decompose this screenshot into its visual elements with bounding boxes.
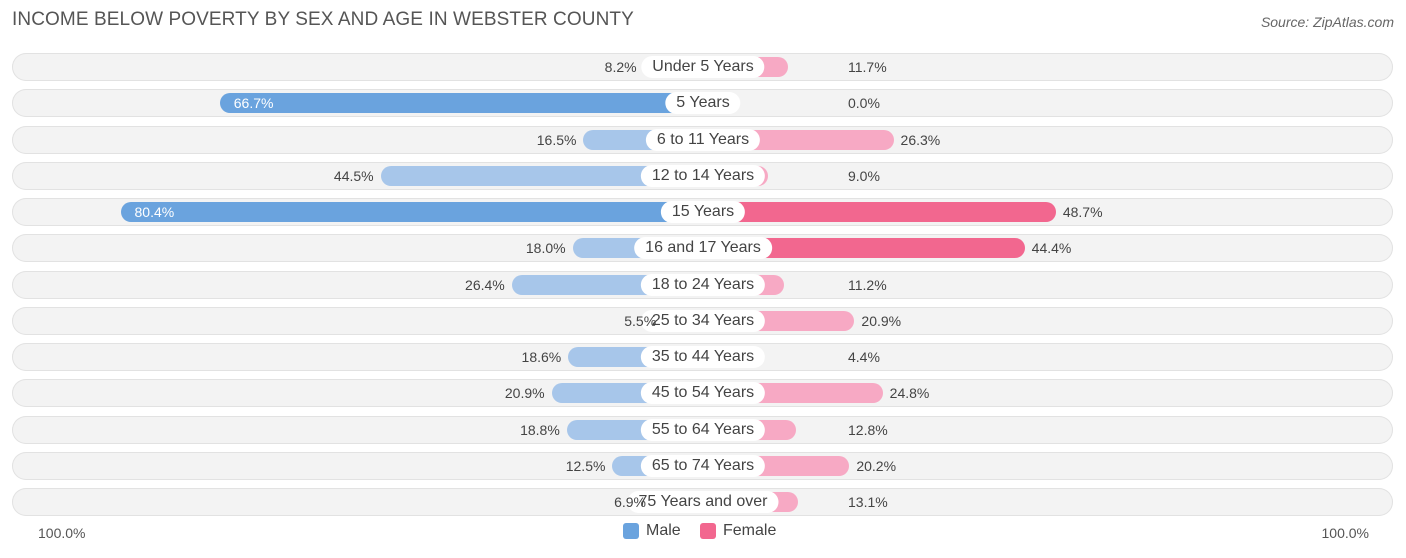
value-label-male: 6.9% [614,494,647,510]
legend-swatch-female [700,523,716,539]
value-label-male: 12.5% [565,457,606,474]
bar-female[interactable] [703,202,1056,222]
value-label-male: 5.5% [624,312,657,329]
value-label-female: 11.2% [848,276,887,293]
category-label: 75 Years and over [627,491,779,513]
value-label-female: 44.4% [1031,240,1072,257]
legend: Male Female [0,522,1406,544]
value-label-female: 20.9% [861,312,902,329]
category-label: 55 to 64 Years [640,418,766,441]
value-label-male: 80.4% [134,204,175,220]
value-label-male: 44.5% [333,167,374,184]
value-label-male: 8.2% [604,59,637,75]
value-label-male: 16.5% [536,131,577,148]
category-label: 18 to 24 Years [640,273,766,296]
value-label-male: 18.8% [520,421,560,438]
category-label: Under 5 Years [641,56,765,78]
category-label: 35 to 44 Years [640,346,766,368]
value-label-female: 26.3% [900,131,941,148]
category-label: 65 to 74 Years [640,454,766,477]
value-label-male: 20.9% [504,385,545,402]
value-label-female: 0.0% [848,95,880,112]
legend-item-female[interactable]: Female [700,522,776,540]
bar-male[interactable] [219,93,703,114]
value-label-female: 20.2% [856,457,897,474]
axis-right-label: 100.0% [1321,525,1369,541]
value-label-female: 4.4% [848,349,880,365]
bar-male[interactable] [380,165,703,186]
chart-title: INCOME BELOW POVERTY BY SEX AND AGE IN W… [12,9,634,30]
value-label-female: 12.8% [848,421,888,438]
legend-swatch-male [623,523,639,539]
category-label: 5 Years [665,92,741,115]
category-label: 15 Years [660,201,746,223]
value-label-female: 11.7% [848,59,887,75]
value-label-female: 24.8% [889,385,930,402]
legend-item-male[interactable]: Male [623,522,681,540]
category-label: 6 to 11 Years [645,128,761,151]
value-label-female: 9.0% [848,167,880,184]
source-note: Source: ZipAtlas.com [1260,14,1394,30]
category-label: 12 to 14 Years [640,164,766,187]
value-label-male: 66.7% [233,95,274,112]
value-label-male: 18.6% [521,349,562,365]
value-label-male: 26.4% [465,276,505,293]
bar-female[interactable] [703,238,1025,259]
category-label: 25 to 34 Years [640,309,766,332]
value-label-female: 48.7% [1062,204,1103,220]
category-label: 45 to 54 Years [640,382,766,405]
legend-label-male: Male [646,522,681,539]
value-label-male: 18.0% [525,240,566,257]
axis-left-label: 100.0% [38,525,86,541]
bar-male[interactable] [120,202,703,222]
value-label-female: 13.1% [848,494,888,510]
category-label: 16 and 17 Years [634,237,772,260]
legend-label-female: Female [723,522,777,539]
